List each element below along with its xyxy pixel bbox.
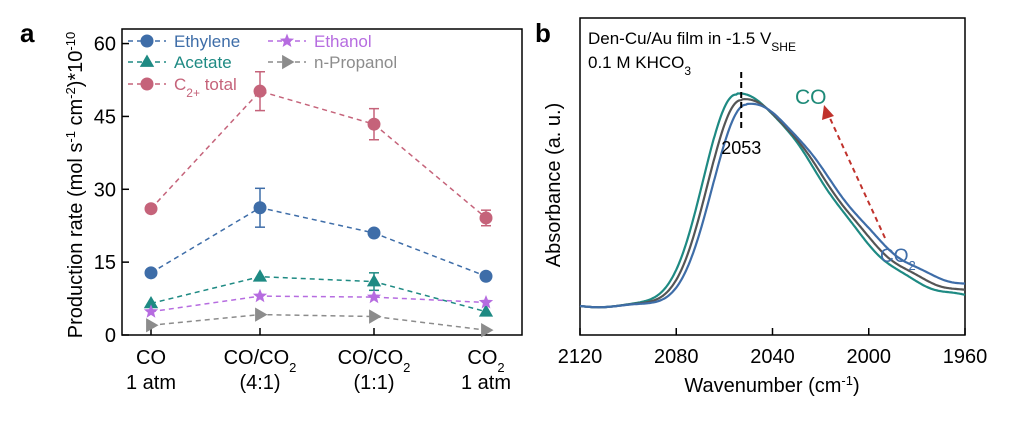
x-tick-label-line2: 1 atm xyxy=(461,372,511,394)
data-point-acetate xyxy=(252,269,268,282)
y-tick-label: 45 xyxy=(94,106,116,128)
condition-line-2: 0.1 M KHCO3 xyxy=(588,53,691,78)
x-tick-label-line2: (4:1) xyxy=(239,372,280,394)
y-axis-label-b: Absorbance (a. u.) xyxy=(543,103,565,268)
legend-marker-propanol xyxy=(282,54,295,70)
data-point-c2total xyxy=(479,211,493,225)
legend-marker-ethanol xyxy=(279,33,295,47)
series-line-c2total xyxy=(150,90,487,219)
data-point-ethanol xyxy=(366,289,382,304)
x-tick-label: 2080 xyxy=(654,346,699,368)
y-tick-label: 60 xyxy=(94,34,116,56)
series-line-propanol xyxy=(150,313,487,331)
x-axis-label-b: Wavenumber (cm-1) xyxy=(684,373,859,398)
legend-marker-acetate xyxy=(139,54,155,67)
panel-label-a: a xyxy=(20,18,35,48)
data-point-ethylene xyxy=(367,226,381,240)
legend-label-c2total: C2+ total xyxy=(174,75,237,100)
x-tick-label-line2: (1:1) xyxy=(353,372,394,394)
spectra-layer-b xyxy=(579,92,966,309)
legend-marker-ethylene xyxy=(140,34,154,48)
panel-label-b: b xyxy=(535,18,551,48)
panel-a: a Production rate (mol s-1 cm-2)*10-10 0… xyxy=(20,18,523,394)
y-axis-label-a: Production rate (mol s-1 cm-2)*10-10 xyxy=(63,32,88,338)
x-tick-label: 1960 xyxy=(943,346,988,368)
shift-arrow-head xyxy=(822,105,834,120)
legend-marker-c2total xyxy=(140,77,154,91)
x-tick-label-line2: 1 atm xyxy=(126,372,176,394)
data-point-propanol xyxy=(481,323,494,338)
data-point-acetate xyxy=(478,304,494,317)
data-point-ethanol xyxy=(143,304,159,318)
x-tick-label: 2120 xyxy=(558,346,603,368)
co2-label: CO2 xyxy=(880,246,916,273)
legend-label-propanol: n-Propanol xyxy=(314,53,397,72)
data-point-ethanol xyxy=(252,288,268,303)
legend-a: Ethylene Acetate Ethanol n-Propanol C2+ tota… xyxy=(128,32,397,100)
legend-label-ethylene: Ethylene xyxy=(174,32,240,51)
y-tick-label: 30 xyxy=(94,179,116,201)
panel-b: b Absorbance (a. u.) 2120 2080 2040 2000 196… xyxy=(535,17,988,398)
series-line-acetate xyxy=(150,275,487,313)
data-point-propanol xyxy=(146,318,159,333)
series-line-ethanol xyxy=(150,295,487,313)
data-point-propanol xyxy=(369,309,382,324)
x-tick-label-line1: CO2 xyxy=(467,347,504,375)
series-line-ethylene xyxy=(150,206,487,277)
plot-frame-a xyxy=(121,28,523,336)
data-point-ethylene xyxy=(479,269,493,283)
x-tick-label: 2040 xyxy=(750,346,795,368)
condition-line-1: Den-Cu/Au film in -1.5 VSHE xyxy=(588,29,796,54)
data-point-ethylene xyxy=(253,201,267,215)
x-tick-label: 2000 xyxy=(847,346,892,368)
shift-arrow-line xyxy=(827,113,886,239)
data-point-acetate xyxy=(366,274,382,287)
peak-label: 2053 xyxy=(721,138,761,158)
data-point-propanol xyxy=(255,307,268,322)
data-point-c2total xyxy=(253,84,267,98)
data-point-c2total xyxy=(367,117,381,131)
legend-label-acetate: Acetate xyxy=(174,53,232,72)
x-tick-label-line1: CO xyxy=(136,347,166,369)
spectrum-line xyxy=(579,92,966,309)
data-point-ethanol xyxy=(478,295,494,309)
data-point-acetate xyxy=(143,296,159,309)
data-point-ethylene xyxy=(144,266,158,280)
spectrum-line xyxy=(579,102,966,309)
y-tick-label: 15 xyxy=(94,252,116,274)
series-layer-a xyxy=(143,70,494,338)
y-ticks-a: 0 15 30 45 60 xyxy=(94,34,129,347)
x-tick-label-line1: CO/CO2 xyxy=(338,347,411,375)
y-tick-label: 0 xyxy=(105,325,116,347)
x-ticks-b: 2120 2080 2040 2000 1960 xyxy=(558,328,988,368)
x-tick-label-line1: CO/CO2 xyxy=(224,347,297,375)
data-point-c2total xyxy=(144,202,158,216)
co-label: CO xyxy=(795,86,827,109)
legend-label-ethanol: Ethanol xyxy=(314,32,372,51)
